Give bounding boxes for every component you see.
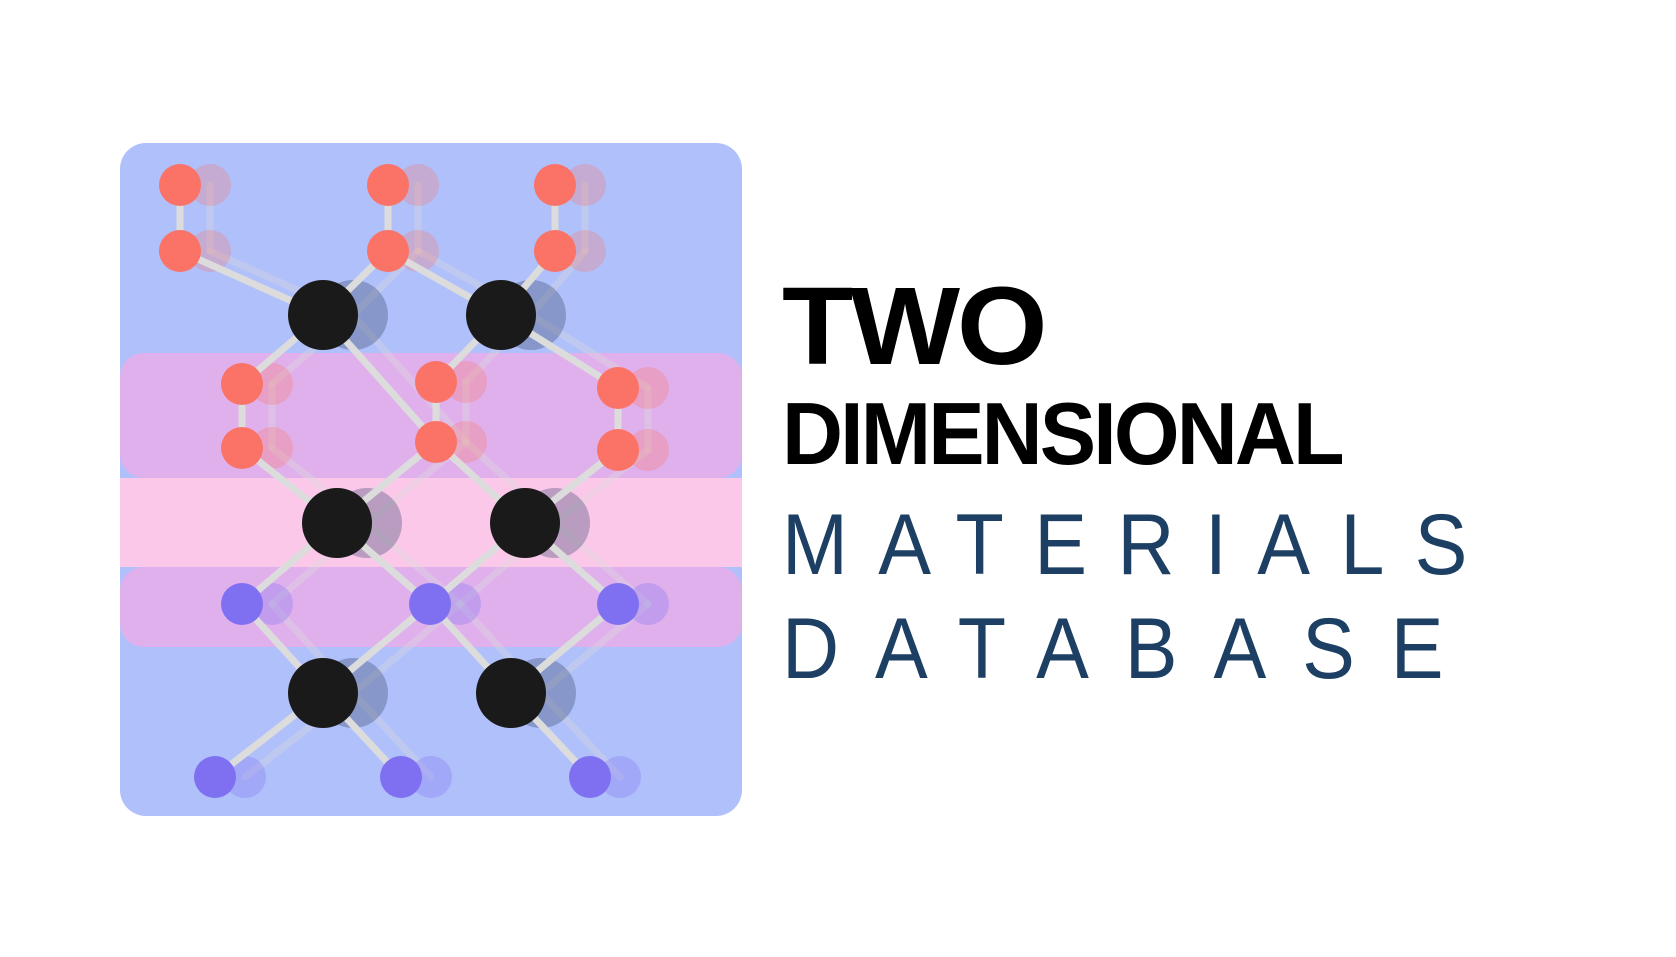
metal-atom (288, 658, 358, 728)
metal-atom (476, 658, 546, 728)
top-atom-shadow (251, 363, 293, 405)
top-atom (534, 164, 576, 206)
wordmark-line-two: TWO (782, 265, 1048, 388)
top-atom (415, 421, 457, 463)
top-atom-shadow (564, 230, 606, 272)
bottom-atom (221, 583, 263, 625)
bottom-atom-shadow (251, 583, 293, 625)
top-atom (534, 230, 576, 272)
top-atom-shadow (627, 367, 669, 409)
top-atom (221, 363, 263, 405)
top-atom (221, 427, 263, 469)
top-atom (367, 164, 409, 206)
metal-atom (288, 280, 358, 350)
front-layer-atoms (159, 164, 639, 798)
bond-shadow (527, 247, 589, 319)
bottom-atom-shadow (439, 583, 481, 625)
bond-shadow (349, 689, 435, 781)
wordmark-line-dimensional: DIMENSIONAL (782, 384, 1345, 483)
top-atom (159, 230, 201, 272)
logo-band-middle (120, 478, 742, 567)
top-atom (415, 361, 457, 403)
top-atom-shadow (627, 429, 669, 471)
bottom-atom (597, 583, 639, 625)
bottom-atom (380, 756, 422, 798)
bond-shadow (537, 689, 624, 781)
bottom-atom (409, 583, 451, 625)
top-atom-shadow (445, 361, 487, 403)
wordmark-line-materials: MATERIALS (782, 497, 1498, 593)
metal-atom (302, 488, 372, 558)
metal-atom (490, 488, 560, 558)
bottom-atom-shadow (627, 583, 669, 625)
wordmark-line-database: DATABASE (782, 601, 1480, 697)
top-atom (597, 429, 639, 471)
top-atom-shadow (397, 164, 439, 206)
top-atom (367, 230, 409, 272)
logo-band-upper (120, 353, 742, 478)
top-atom-shadow (564, 164, 606, 206)
bottom-atom-shadow (224, 756, 266, 798)
top-atom-shadow (189, 164, 231, 206)
back-layer-atoms (189, 164, 669, 798)
metal-atom (466, 280, 536, 350)
bottom-atom-shadow (410, 756, 452, 798)
top-atom-shadow (445, 421, 487, 463)
top-atom (597, 367, 639, 409)
bond-shadow (349, 311, 470, 446)
top-atom (159, 164, 201, 206)
bottom-atom-shadow (599, 756, 641, 798)
bottom-atom (569, 756, 611, 798)
bottom-atom (194, 756, 236, 798)
top-atom-shadow (251, 427, 293, 469)
